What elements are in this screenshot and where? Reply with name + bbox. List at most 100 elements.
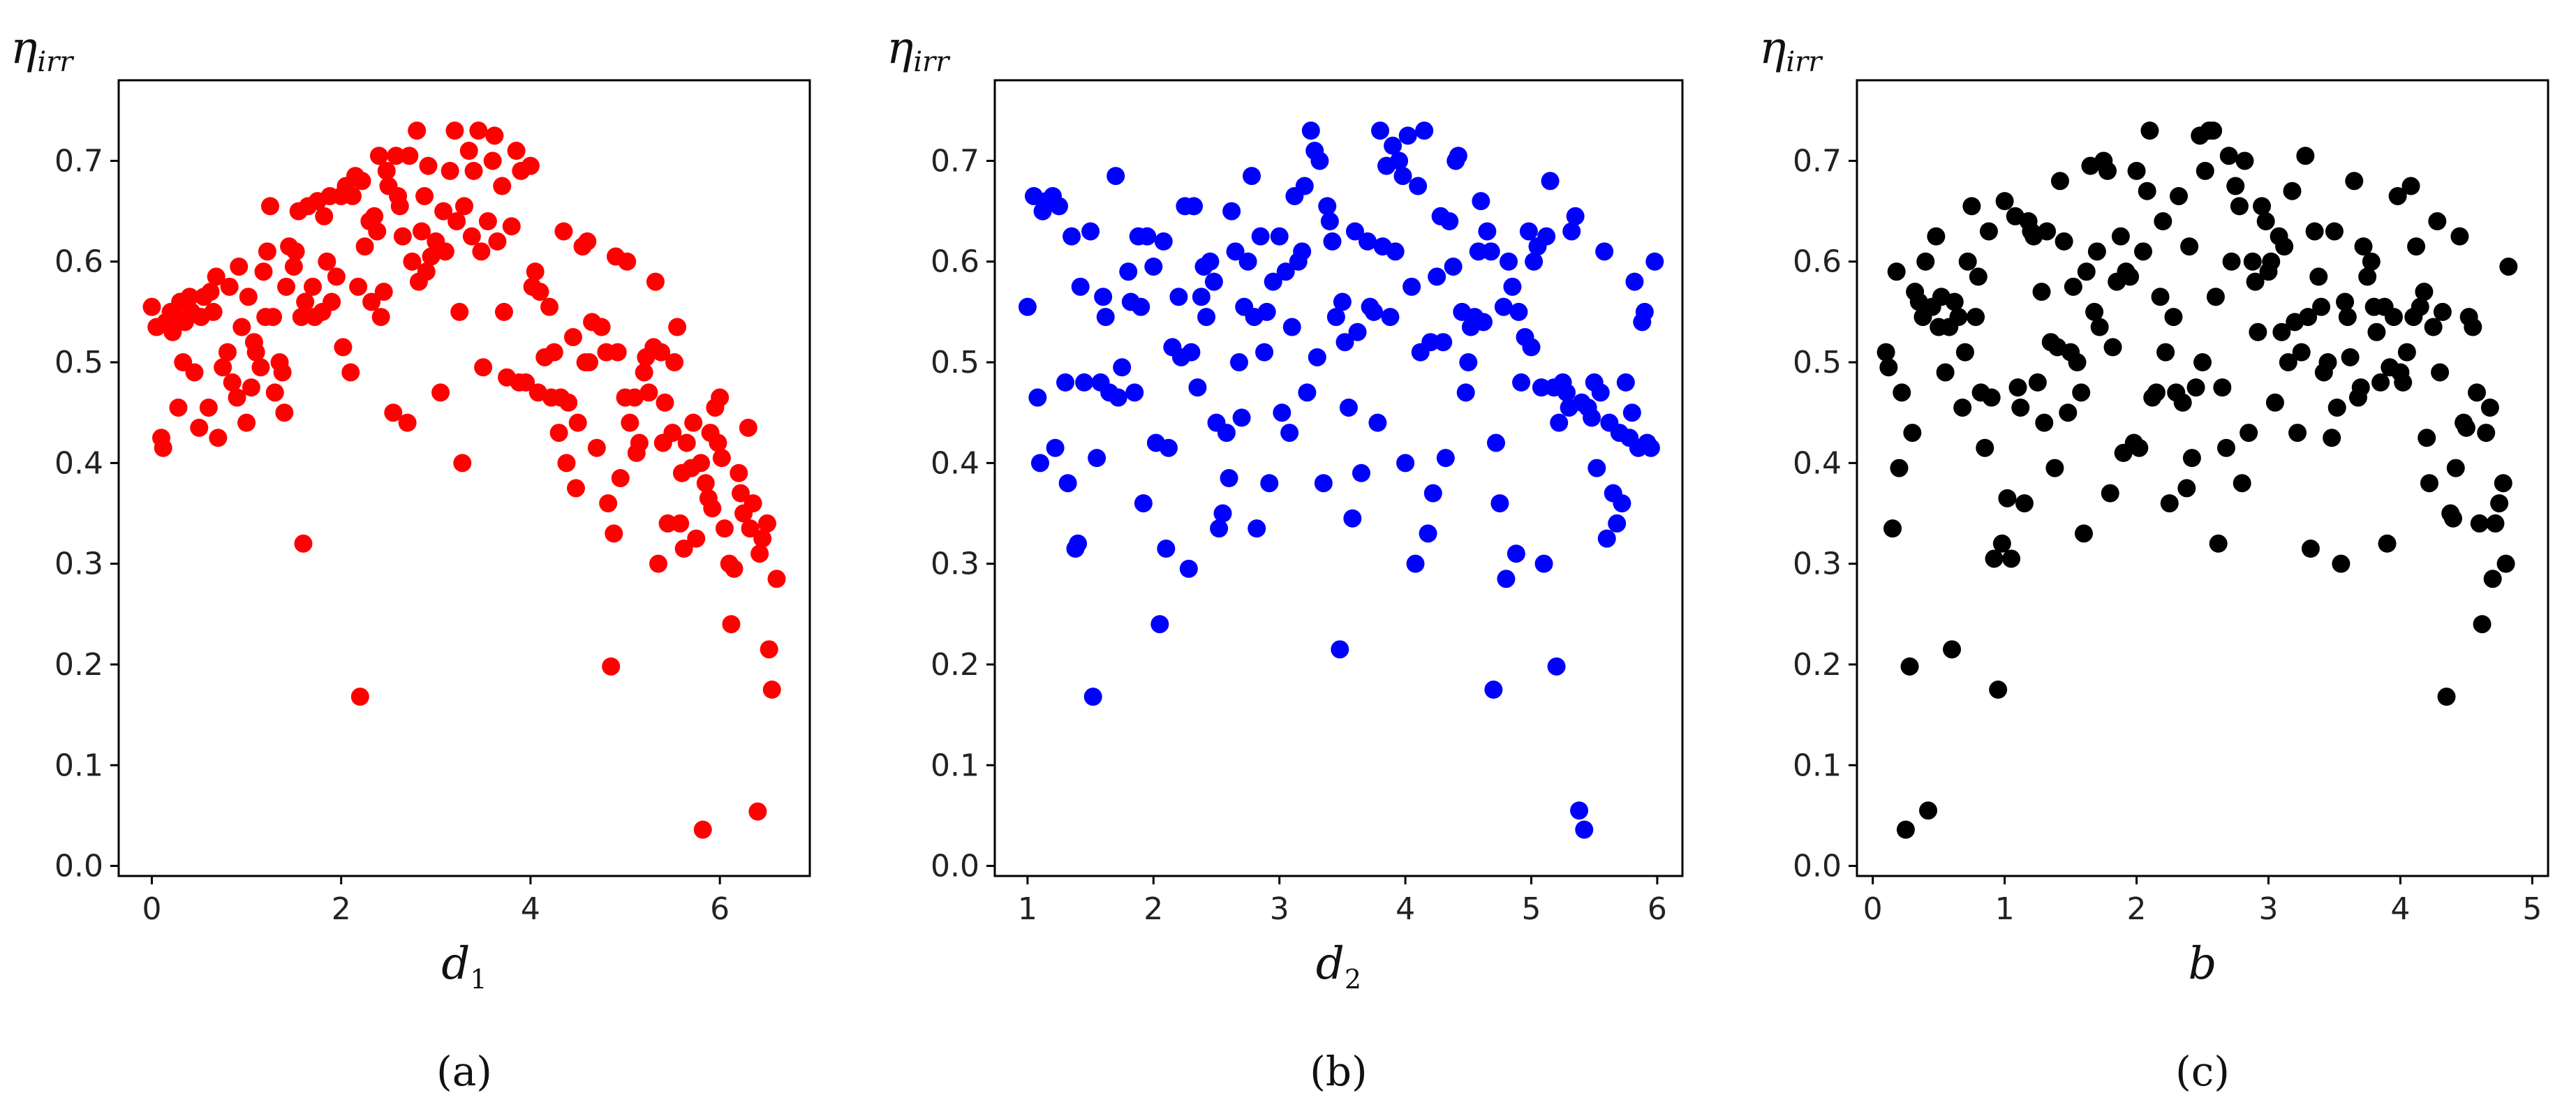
series-points: [142, 121, 786, 839]
data-point: [750, 544, 769, 563]
data-point: [2486, 514, 2505, 533]
data-point: [441, 161, 459, 180]
data-point: [2038, 222, 2057, 241]
data-point: [757, 514, 776, 533]
data-point: [656, 393, 674, 412]
data-point: [2045, 459, 2064, 477]
y-tick-label: 0.2: [1793, 647, 1842, 683]
data-point: [284, 257, 303, 276]
x-tick-label: 4: [521, 891, 540, 927]
data-point: [343, 186, 362, 205]
data-point: [1537, 227, 1556, 246]
data-point: [2483, 570, 2502, 588]
data-point: [1217, 424, 1236, 443]
data-point: [207, 267, 225, 286]
y-tick-label: 0.4: [54, 445, 103, 481]
data-point: [1243, 167, 1261, 186]
data-point: [223, 373, 242, 392]
data-point: [1132, 297, 1150, 316]
data-point: [2240, 424, 2258, 443]
data-point: [692, 454, 711, 473]
data-point: [2450, 227, 2469, 246]
data-point: [1343, 509, 1362, 528]
data-point: [1185, 197, 1204, 216]
x-tick-label: 4: [2390, 891, 2410, 927]
data-point: [1050, 197, 1069, 216]
data-point: [488, 232, 507, 251]
data-point: [1613, 494, 1631, 513]
data-point: [1469, 242, 1488, 261]
data-point: [1352, 463, 1370, 482]
data-point: [1371, 121, 1390, 140]
data-point: [545, 343, 563, 362]
data-point: [732, 484, 750, 503]
data-point: [2193, 353, 2212, 372]
data-point: [1534, 554, 1553, 573]
chart-panel-c: 0.0 0.1 0.2 0.3 0.4 0.5 0.6 0.7 0 1 2 3 4 5 b ηirr (c): [1759, 22, 2549, 1095]
data-point: [327, 267, 346, 286]
data-point: [1298, 383, 1317, 402]
data-point: [502, 217, 521, 236]
data-point: [2217, 438, 2236, 457]
data-point: [2358, 267, 2377, 286]
data-point: [260, 197, 279, 216]
data-point: [1109, 388, 1127, 407]
data-point: [374, 283, 393, 302]
y-tick-label: 0.7: [54, 143, 103, 179]
data-point: [1995, 192, 2014, 211]
data-point: [1896, 820, 1915, 839]
data-point: [2433, 302, 2452, 321]
data-point: [1440, 212, 1459, 231]
data-point: [2371, 373, 2390, 392]
chart-panel-a: 0.0 0.1 0.2 0.3 0.4 0.5 0.6 0.7 0 2 4 6 d1 ηirr (a): [10, 22, 811, 1095]
y-tick-label: 0.6: [1793, 244, 1842, 280]
data-point: [239, 288, 258, 306]
data-point: [2480, 398, 2499, 417]
data-point: [455, 197, 473, 216]
data-point: [2378, 534, 2397, 553]
data-point: [2127, 161, 2146, 180]
data-point: [1557, 383, 1576, 402]
x-tick-label: 6: [710, 891, 730, 927]
data-point: [1301, 121, 1320, 140]
data-point: [1381, 308, 1400, 327]
data-point: [687, 529, 706, 548]
data-point: [1635, 302, 1654, 321]
data-point: [1955, 343, 1974, 362]
data-point: [1348, 322, 1367, 341]
data-point: [371, 308, 390, 327]
x-tick-label: 4: [1396, 891, 1415, 927]
data-point: [611, 469, 630, 487]
data-point: [635, 363, 653, 382]
data-point: [2325, 222, 2344, 241]
data-point: [1890, 459, 1909, 477]
data-point: [2411, 297, 2429, 316]
data-point: [1154, 232, 1173, 251]
data-point: [1487, 433, 1506, 452]
data-point: [2133, 242, 2152, 261]
data-point: [1919, 801, 1938, 820]
data-point: [639, 383, 658, 402]
data-point: [703, 499, 722, 518]
data-point: [712, 449, 731, 468]
data-point: [2265, 393, 2284, 412]
data-point: [2256, 212, 2275, 231]
data-point: [209, 429, 228, 447]
data-point: [526, 262, 545, 281]
plot-frame: [993, 79, 1684, 877]
data-point: [2111, 227, 2130, 246]
data-point: [652, 343, 671, 362]
data-point: [671, 514, 690, 533]
chart-panel-b: 0.0 0.1 0.2 0.3 0.4 0.5 0.6 0.7 1 2 3 4 5 6 d2 ηirr (b): [887, 22, 1684, 1095]
data-point: [2457, 418, 2475, 437]
data-point: [1423, 484, 1442, 503]
data-point: [2206, 288, 2225, 306]
data-point: [2477, 424, 2496, 443]
data-point: [2338, 308, 2357, 327]
data-point: [2397, 343, 2416, 362]
data-point: [1058, 474, 1077, 493]
data-point: [1566, 207, 1585, 225]
data-point: [2249, 322, 2267, 341]
data-point: [602, 657, 621, 676]
